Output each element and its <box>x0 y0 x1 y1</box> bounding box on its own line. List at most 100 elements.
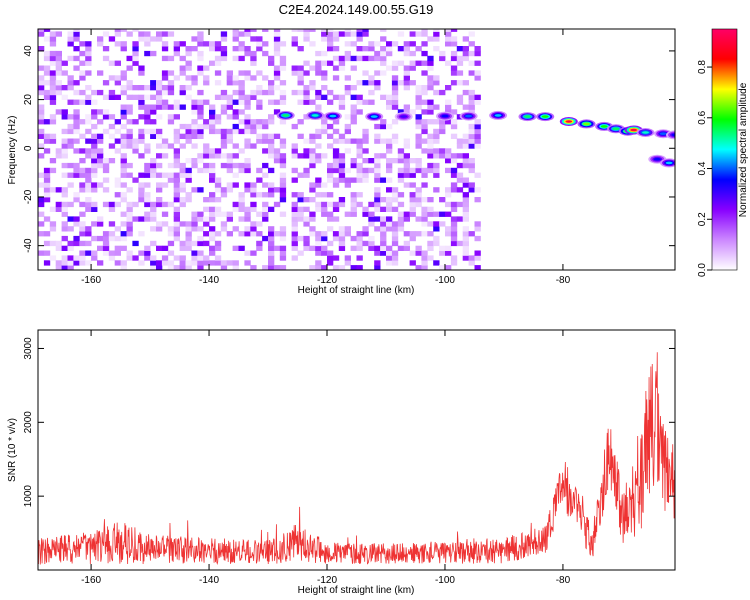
spectrogram-cell <box>450 226 458 232</box>
spectrogram-cell <box>91 201 98 208</box>
spectrogram-cell <box>167 31 175 37</box>
spectrogram-cell <box>161 255 169 261</box>
spectrogram-cell <box>403 85 410 91</box>
spectrogram-cell <box>150 265 157 270</box>
spectrogram-cell <box>327 250 334 256</box>
spectrogram-cell <box>138 99 145 105</box>
spectrogram-cell <box>262 211 269 217</box>
spectrogram-cell <box>273 201 281 208</box>
spectrogram-cell <box>197 235 204 242</box>
spectrogram-cell <box>421 172 428 178</box>
spectrogram-cell <box>126 65 133 71</box>
spectrogram-cell <box>380 226 387 232</box>
spectrogram-cell <box>250 192 257 198</box>
spectrogram-cell <box>120 138 127 144</box>
spectrogram-cell <box>38 153 45 159</box>
spectrogram-cell <box>380 36 387 42</box>
spectrogram-cell <box>462 158 469 164</box>
spectrogram-cell <box>120 231 127 237</box>
spectrogram-cell <box>120 260 127 266</box>
spectrogram-cell <box>409 31 416 37</box>
spectrogram-cell <box>433 89 440 96</box>
spectrogram-cell <box>474 70 481 76</box>
spectrogram-cell <box>79 211 86 217</box>
signal-track-point <box>630 128 638 132</box>
spectrogram-cell <box>191 187 198 193</box>
spectrogram-cell <box>362 29 369 32</box>
spectrogram-cell <box>244 226 251 232</box>
spectrogram-cell <box>433 29 440 32</box>
spectrogram-cell <box>462 89 469 96</box>
spectrogram-cell <box>61 153 68 159</box>
spectrogram-cell <box>268 206 275 212</box>
spectrogram-cell <box>350 162 357 169</box>
spectrogram-cell <box>126 138 133 144</box>
spectrogram-cell <box>327 216 334 222</box>
spectrogram-cell <box>427 75 434 81</box>
spectrogram-cell <box>474 133 481 139</box>
spectrogram-cell <box>303 197 310 203</box>
spectrogram-cell <box>167 70 175 76</box>
spectrogram-cell <box>332 153 340 159</box>
spectrogram-cell <box>268 260 275 266</box>
spectrogram-cell <box>350 109 357 115</box>
spectrogram-cell <box>85 177 92 183</box>
spectrogram-cell <box>185 75 192 81</box>
spectrogram-cell <box>238 201 245 208</box>
signal-track-point <box>329 114 337 118</box>
spectrogram-cell <box>297 250 304 256</box>
spectrogram-cell <box>185 85 192 91</box>
spectrogram-cell <box>114 192 121 198</box>
spectrogram-cell <box>179 265 186 270</box>
spectrogram-cell <box>108 133 116 139</box>
spectrogram-cell <box>167 177 175 183</box>
spectrogram-cell <box>409 172 416 178</box>
spectrogram-cell <box>250 182 257 188</box>
spectrogram-cell <box>144 31 151 37</box>
spectrogram-cell <box>397 153 405 159</box>
spectrogram-cell <box>244 206 251 212</box>
spectrogram-cell <box>415 85 422 91</box>
spectrogram-cell <box>185 94 192 100</box>
spectrogram-cell <box>220 133 228 139</box>
spectrogram-cell <box>350 31 357 37</box>
spectrogram-cell <box>191 162 198 169</box>
spectrogram-cell <box>102 250 110 256</box>
spectrogram-cell <box>114 138 121 144</box>
spectrogram-cell <box>232 265 239 270</box>
spectrogram-cell <box>156 197 163 203</box>
spectrogram-cell <box>203 197 210 203</box>
secondary-track-point <box>665 161 673 165</box>
spectrogram-cell <box>338 153 346 159</box>
spectrogram-cell <box>144 109 151 115</box>
spectrogram-cell <box>368 75 375 81</box>
spectrogram-cell <box>268 85 275 91</box>
spectrogram-cell <box>108 89 116 96</box>
spectrogram-cell <box>191 255 198 261</box>
spectrogram-cell <box>214 46 222 52</box>
spectrogram-cell <box>156 172 163 178</box>
spectrogram-cell <box>332 177 340 183</box>
spectrogram-cell <box>132 29 139 32</box>
spectrogram-cell <box>321 31 328 37</box>
spectrogram-cell <box>150 206 157 212</box>
spectrogram-cell <box>350 41 357 47</box>
spectrogram-cell <box>43 138 51 144</box>
spectrogram-cell <box>427 211 434 217</box>
spectrogram-cell <box>332 162 340 169</box>
spectrogram-cell <box>403 50 410 57</box>
spectrogram-cell <box>126 119 133 125</box>
spectrogram-cell <box>462 182 469 188</box>
snr-x-label: Height of straight line (km) <box>298 585 415 596</box>
spectrogram-cell <box>126 162 133 169</box>
spectrogram-cell <box>456 153 464 159</box>
spectrogram-cell <box>374 216 381 222</box>
spectrogram-cell <box>309 162 316 169</box>
spectrogram-cell <box>415 133 422 139</box>
spectrogram-cell <box>214 260 222 266</box>
spectrogram-cell <box>462 197 469 203</box>
spectrogram-cell <box>456 55 464 62</box>
spectrogram-cell <box>391 99 399 105</box>
spectrogram-cell <box>279 255 287 261</box>
